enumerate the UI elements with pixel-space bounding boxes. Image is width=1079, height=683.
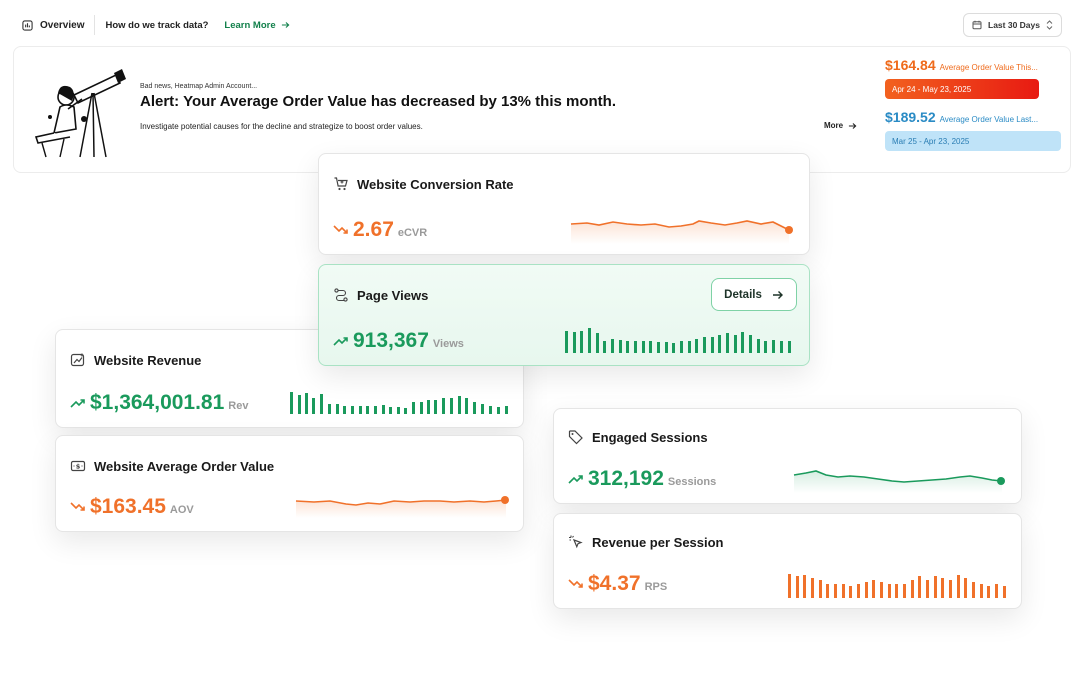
telescope-illustration — [34, 69, 126, 158]
metric-unit: AOV — [169, 504, 194, 516]
website-aov-card[interactable]: $ Website Average Order Value $163.45 AO… — [55, 435, 524, 532]
rps-sparkline — [788, 574, 1006, 598]
trend-down-icon — [568, 579, 583, 588]
card-title: Website Conversion Rate — [333, 176, 514, 192]
top-nav: Overview How do we track data? Learn Mor… — [22, 12, 290, 38]
card-metric: 2.67 eCVR — [333, 218, 427, 242]
more-label: More — [824, 121, 844, 130]
date-range-label: Last 30 Days — [988, 20, 1040, 30]
cursor-icon — [569, 535, 583, 549]
overview-tab[interactable]: Overview — [22, 15, 96, 35]
revenue-per-session-card[interactable]: Revenue per Session $4.37 RPS — [553, 513, 1022, 609]
metric-value: $4.37 — [588, 572, 641, 595]
current-aov-value: $164.84 — [885, 57, 936, 73]
details-label: Details — [724, 288, 762, 301]
card-title-text: Revenue per Session — [592, 534, 724, 550]
card-title-text: Website Revenue — [94, 352, 202, 368]
trend-up-icon — [568, 475, 583, 484]
bar-group — [565, 328, 791, 353]
current-aov-label: Average Order Value This... — [939, 63, 1038, 72]
card-title-text: Engaged Sessions — [592, 429, 708, 445]
learn-more-label: Learn More — [224, 19, 276, 31]
previous-aov-value: $189.52 — [885, 109, 936, 125]
previous-range-bar: Mar 25 - Apr 23, 2025 — [885, 131, 1061, 151]
card-title: Engaged Sessions — [568, 429, 708, 445]
current-range-bar: Apr 24 - May 23, 2025 — [885, 79, 1039, 99]
previous-aov-label: Average Order Value Last... — [939, 115, 1039, 124]
trend-up-icon — [70, 399, 85, 408]
card-metric: $1,364,001.81 Rev — [70, 391, 248, 415]
card-metric: $163.45 AOV — [70, 495, 194, 519]
metric-unit: Rev — [228, 400, 249, 412]
trend-down-icon — [70, 502, 85, 511]
chart-icon — [22, 19, 33, 31]
card-title: Website Revenue — [70, 352, 201, 368]
svg-text:$: $ — [76, 463, 81, 471]
bar-group — [290, 392, 508, 414]
card-title-text: Page Views — [357, 287, 429, 303]
card-metric: 913,367 Views — [333, 329, 464, 353]
route-icon — [334, 288, 348, 302]
card-title: $ Website Average Order Value — [70, 458, 274, 474]
track-data-link[interactable]: How do we track data? — [105, 19, 209, 31]
card-title: Revenue per Session — [568, 534, 724, 550]
arrow-right-icon — [849, 122, 857, 129]
metric-value: $1,364,001.81 — [90, 391, 225, 414]
metric-value: 913,367 — [353, 329, 429, 352]
tag-icon — [568, 430, 583, 445]
metric-unit: RPS — [644, 581, 668, 593]
page-views-card[interactable]: Page Views Details 913,367 Views — [318, 264, 810, 366]
bar-group — [788, 574, 1006, 598]
arrow-right-icon — [772, 290, 783, 299]
metric-value: 312,192 — [588, 467, 664, 490]
previous-period-aov: $189.52 Average Order Value Last... Mar … — [885, 109, 1061, 151]
more-button[interactable]: More — [824, 121, 857, 130]
dollar-bill-icon: $ — [70, 460, 86, 472]
conversion-rate-card[interactable]: Website Conversion Rate 2.67 eCVR — [318, 153, 810, 255]
metric-unit: Sessions — [667, 476, 717, 488]
top-section: Overview How do we track data? Learn Mor… — [0, 0, 1079, 180]
alert-card: Bad news, Heatmap Admin Account... Alert… — [13, 46, 1071, 173]
sessions-sparkline — [793, 470, 1005, 493]
trend-down-icon — [333, 225, 348, 234]
calendar-icon — [972, 20, 982, 30]
date-range-select[interactable]: Last 30 Days — [963, 13, 1062, 37]
learn-more-link[interactable]: Learn More — [224, 19, 290, 31]
aov-sparkline — [295, 496, 509, 518]
chevron-updown-icon — [1046, 20, 1053, 30]
engaged-sessions-card[interactable]: Engaged Sessions 312,192 Sessions — [553, 408, 1022, 504]
alert-title: Alert: Your Average Order Value has decr… — [140, 93, 617, 110]
revenue-sparkline — [290, 392, 508, 414]
metric-value: 2.67 — [353, 218, 394, 241]
trend-up-icon — [333, 337, 348, 346]
overview-label: Overview — [40, 19, 85, 31]
current-period-aov: $164.84 Average Order Value This... Apr … — [885, 57, 1039, 99]
metric-value: $163.45 — [90, 495, 166, 518]
details-button[interactable]: Details — [711, 278, 797, 311]
arrow-right-icon — [281, 22, 290, 28]
card-metric: 312,192 Sessions — [568, 467, 716, 491]
card-metric: $4.37 RPS — [568, 572, 667, 596]
card-title: Page Views — [333, 287, 428, 303]
chart-icon — [70, 353, 85, 367]
alert-description: Investigate potential causes for the dec… — [140, 122, 423, 131]
card-title-text: Website Average Order Value — [94, 458, 275, 474]
metric-unit: eCVR — [397, 227, 428, 239]
pageviews-sparkline — [565, 328, 791, 353]
card-title-text: Website Conversion Rate — [357, 176, 514, 192]
cart-icon — [334, 177, 348, 191]
conversion-sparkline — [570, 220, 793, 244]
metric-unit: Views — [432, 338, 464, 350]
alert-sender: Bad news, Heatmap Admin Account... — [140, 83, 258, 90]
